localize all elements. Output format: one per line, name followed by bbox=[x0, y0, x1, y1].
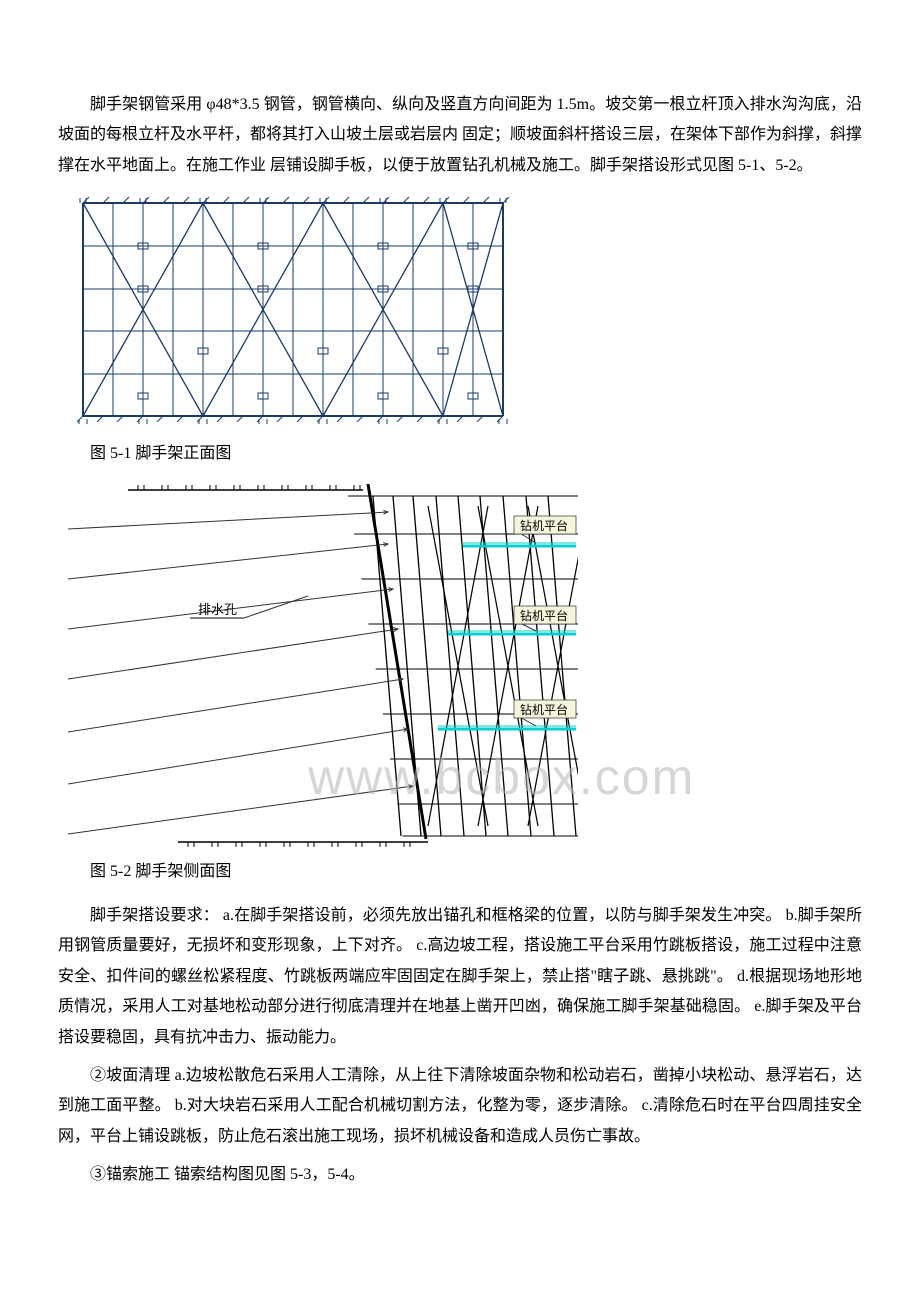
scaffold-side-view: 钻机平台钻机平台钻机平台排水孔 bbox=[68, 484, 578, 849]
svg-text:钻机平台: 钻机平台 bbox=[520, 518, 568, 533]
paragraph-requirements: 脚手架搭设要求： a.在脚手架搭设前，必须先放出锚孔和框格梁的位置，以防与脚手架… bbox=[58, 901, 862, 1053]
caption-5-1: 图 5-1 脚手架正面图 bbox=[58, 439, 862, 469]
paragraph-anchor-cable: ③锚索施工 锚索结构图见图 5-3，5-4。 bbox=[58, 1160, 862, 1190]
scaffold-front-view bbox=[68, 191, 518, 431]
paragraph-intro: 脚手架钢管采用 φ48*3.5 钢管，钢管横向、纵向及竖直方向间距为 1.5m。… bbox=[58, 90, 862, 181]
figure-5-1 bbox=[68, 191, 862, 431]
paragraph-slope-clean: ②坡面清理 a.边坡松散危石采用人工清除，从上往下清除坡面杂物和松动岩石，凿掉小… bbox=[58, 1061, 862, 1152]
svg-text:排水孔: 排水孔 bbox=[198, 602, 237, 617]
svg-text:钻机平台: 钻机平台 bbox=[520, 702, 568, 717]
svg-text:钻机平台: 钻机平台 bbox=[520, 608, 568, 623]
figure-5-2: 钻机平台钻机平台钻机平台排水孔 bbox=[68, 484, 862, 849]
caption-5-2: 图 5-2 脚手架侧面图 bbox=[58, 857, 862, 887]
